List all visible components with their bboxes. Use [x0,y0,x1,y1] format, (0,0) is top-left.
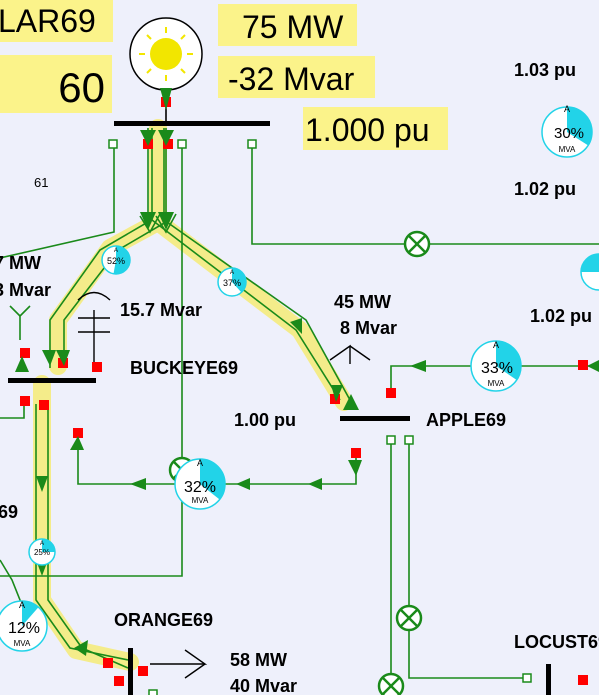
svg-text:A: A [493,340,499,350]
gen-mw: 75 MW [242,9,344,45]
gen-pu: 1.000 pu [305,112,430,148]
apple-load-mvar: 8 Mvar [340,318,397,338]
breakers-closed [20,97,588,686]
svg-text:30%: 30% [554,125,584,142]
flow-highlight [33,119,353,671]
svg-text:12%: 12% [8,620,40,637]
generator-setpoint: 60 [58,64,105,111]
buckeye-bus-name[interactable]: BUCKEYE69 [130,358,238,378]
svg-text:MVA: MVA [488,379,505,388]
svg-text:52%: 52% [107,256,125,266]
pie-52[interactable]: 52% A [101,245,131,275]
apple-pu: 1.00 pu [234,410,296,430]
misc-value: 61 [34,175,48,190]
top-bus [114,121,270,126]
pie-12[interactable]: A 12% MVA [0,600,48,652]
pie-partial-right[interactable] [580,253,599,291]
pie-37[interactable]: 37% A [217,267,247,297]
svg-text:A: A [19,600,25,610]
orange-load-mvar: 40 Mvar [230,676,297,695]
svg-text:25%: 25% [34,548,50,557]
svg-text:37%: 37% [223,278,241,288]
pie-32[interactable]: A 32% MVA [174,458,226,510]
switch-icon [403,230,431,258]
apple-bus [340,416,410,421]
right-pu-1: 1.03 pu [514,60,576,80]
generator-sun-icon[interactable] [129,17,203,122]
svg-text:MVA: MVA [559,145,576,154]
locust-bus [546,664,551,695]
pie-33[interactable]: A 33% MVA [470,340,522,392]
svg-text:A: A [564,104,570,114]
svg-text:33%: 33% [481,360,513,377]
orange-bus-name[interactable]: ORANGE69 [114,610,213,630]
svg-text:MVA: MVA [192,496,209,505]
orange-bus [128,648,133,695]
svg-text:A: A [230,270,234,276]
left-stub-label: 69 [0,502,18,522]
right-pu-2: 1.02 pu [514,179,576,199]
switch-icon [395,604,423,632]
flow-arrows [15,88,599,656]
svg-text:32%: 32% [184,479,216,496]
apple-bus-name[interactable]: APPLE69 [426,410,506,430]
transmission-lines [0,128,599,695]
flow-arrow-outlines [139,213,177,234]
left-flow-mvar: 3 Mvar [0,280,51,300]
breakers-open [108,139,532,695]
right-pu-3: 1.02 pu [530,306,592,326]
gen-mvar: -32 Mvar [228,61,355,97]
load-arrows [77,291,371,679]
buckeye-bus [8,378,96,383]
svg-text:A: A [114,248,118,254]
svg-text:MVA: MVA [14,639,31,648]
pie-30[interactable]: A 30% MVA [541,104,593,158]
pie-25[interactable]: 25% A [28,538,56,566]
svg-text:A: A [197,458,203,468]
left-flow-mw: 7 MW [0,253,41,273]
buses [8,121,551,695]
locust-bus-name[interactable]: LOCUST69 [514,632,599,652]
svg-text:A: A [40,541,44,547]
generator-readouts [0,0,448,150]
apple-load-mw: 45 MW [334,292,391,312]
generator-name: LAR69 [0,3,96,39]
orange-load-mw: 58 MW [230,650,287,670]
switch-icon [377,672,405,695]
capacitor-mvar: 15.7 Mvar [120,300,202,320]
